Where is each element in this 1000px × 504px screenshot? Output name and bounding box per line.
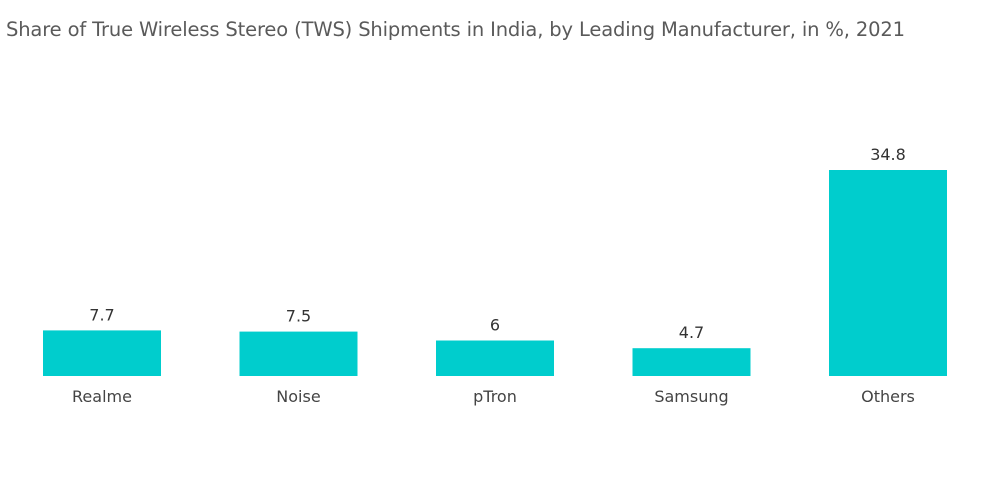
chart-title: Share of True Wireless Stereo (TWS) Ship…: [6, 18, 905, 41]
tick-label-others: Others: [861, 387, 915, 406]
value-label-ptron: 6: [490, 316, 500, 335]
x-axis-tick-labels: Realme Noise pTron Samsung Others: [72, 387, 915, 406]
bar-noise: [239, 331, 358, 376]
tick-label-noise: Noise: [276, 387, 320, 406]
tick-label-ptron: pTron: [473, 387, 517, 406]
bars-group: [43, 170, 947, 376]
tick-label-samsung: Samsung: [654, 387, 728, 406]
bar-samsung: [632, 348, 751, 376]
bar-ptron: [436, 340, 554, 376]
value-label-noise: 7.5: [286, 307, 311, 326]
value-labels-group: 7.7 7.5 6 4.7 34.8: [89, 145, 906, 342]
bar-others: [829, 170, 947, 376]
tick-label-realme: Realme: [72, 387, 132, 406]
value-label-realme: 7.7: [89, 305, 114, 324]
value-label-others: 34.8: [870, 145, 906, 164]
value-label-samsung: 4.7: [679, 323, 704, 342]
bar-realme: [43, 330, 161, 376]
